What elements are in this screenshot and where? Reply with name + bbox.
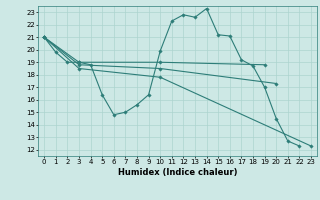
X-axis label: Humidex (Indice chaleur): Humidex (Indice chaleur) — [118, 168, 237, 177]
